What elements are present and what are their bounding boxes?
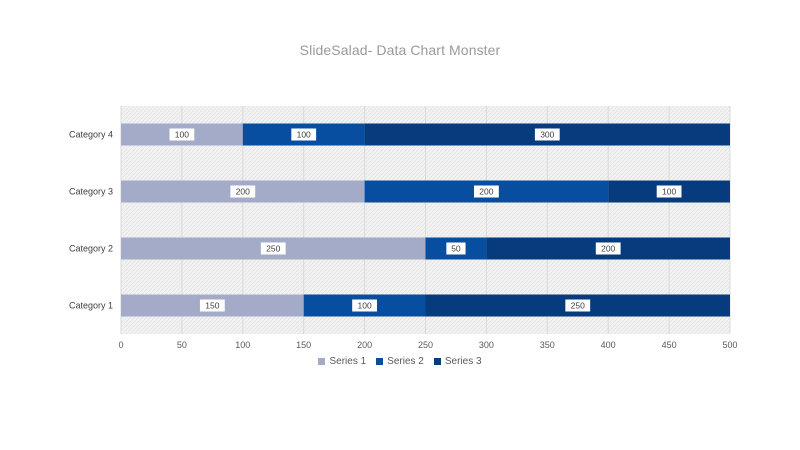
data-label-box	[656, 185, 682, 198]
legend-item: Series 3	[433, 356, 482, 367]
x-tick-label: 150	[296, 340, 311, 350]
x-tick-label: 500	[722, 340, 737, 350]
x-tick-label: 100	[235, 340, 250, 350]
legend-item: Series 1	[318, 356, 366, 367]
data-label: 300	[540, 130, 554, 140]
data-label: 150	[205, 301, 219, 311]
legend-swatch	[376, 358, 384, 365]
x-tick-label: 50	[177, 340, 187, 350]
legend-item: Series 2	[376, 356, 424, 367]
data-label-box	[352, 299, 377, 312]
legend-label: Series 1	[329, 356, 367, 367]
data-label: 200	[601, 244, 615, 254]
x-tick-label: 350	[540, 340, 555, 350]
data-label-box	[230, 185, 256, 198]
legend-swatch	[433, 358, 441, 365]
data-label-box	[169, 128, 195, 141]
data-label-box	[534, 128, 560, 141]
data-label-box	[199, 299, 225, 312]
x-tick-label: 400	[601, 340, 616, 350]
category-label: Category 3	[69, 187, 113, 197]
legend-swatch	[318, 358, 326, 365]
category-label: Category 1	[69, 301, 113, 311]
data-label-box	[565, 299, 591, 312]
data-label: 250	[266, 244, 280, 254]
data-label: 100	[358, 301, 372, 311]
legend-label: Series 2	[387, 356, 424, 367]
data-label-box	[291, 128, 317, 141]
legend: Series 1 Series 2 Series 3	[0, 356, 800, 367]
data-label: 100	[297, 130, 311, 140]
data-label: 50	[451, 244, 461, 254]
x-tick-label: 0	[118, 340, 123, 350]
data-label-box	[595, 242, 621, 255]
data-label: 100	[175, 130, 189, 140]
category-label: Category 2	[69, 244, 113, 254]
x-tick-label: 300	[479, 340, 494, 350]
data-label: 250	[571, 301, 585, 311]
chart-title: SlideSalad- Data Chart Monster	[299, 42, 501, 58]
legend-label: Series 3	[444, 356, 482, 367]
data-label: 200	[479, 187, 493, 197]
category-label: Category 4	[69, 130, 113, 140]
data-label-box	[474, 185, 499, 198]
data-label-box	[446, 242, 466, 255]
data-label: 200	[236, 187, 250, 197]
x-tick-label: 200	[357, 340, 372, 350]
data-label: 100	[662, 187, 676, 197]
data-label-box	[260, 242, 286, 255]
x-tick-label: 250	[418, 340, 433, 350]
x-tick-label: 450	[662, 340, 677, 350]
